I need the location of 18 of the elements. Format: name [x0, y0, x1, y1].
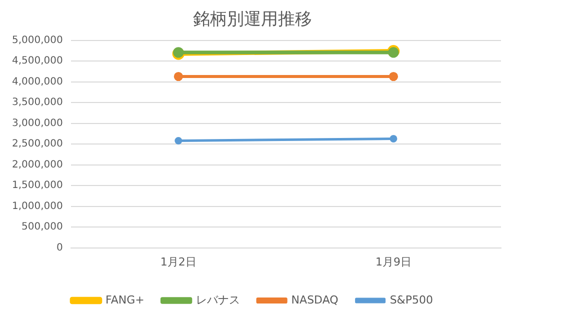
chart-title: 銘柄別運用推移: [193, 10, 312, 30]
y-tick-label: 4,500,000: [12, 56, 63, 67]
y-tick-label: 2,000,000: [12, 159, 63, 170]
y-tick-label: 3,500,000: [12, 97, 63, 108]
legend-label: レバナス: [196, 293, 240, 306]
y-tick-label: 3,000,000: [12, 118, 63, 129]
y-tick-label: 1,000,000: [12, 200, 63, 212]
y-tick-label: 500,000: [22, 222, 63, 233]
x-tick-label: 1月2日: [160, 255, 196, 268]
y-tick-label: 4,000,000: [12, 76, 63, 88]
legend-label: FANG+: [106, 293, 144, 306]
y-tick-label: 1,500,000: [12, 180, 63, 192]
y-tick-label: 5,000,000: [12, 34, 63, 46]
y-tick-label: 2,500,000: [12, 138, 63, 150]
legend-label: S&P500: [390, 293, 434, 306]
legend-label: NASDAQ: [291, 293, 339, 306]
y-tick-label: 0: [56, 242, 63, 254]
x-tick-label: 1月9日: [375, 255, 412, 268]
